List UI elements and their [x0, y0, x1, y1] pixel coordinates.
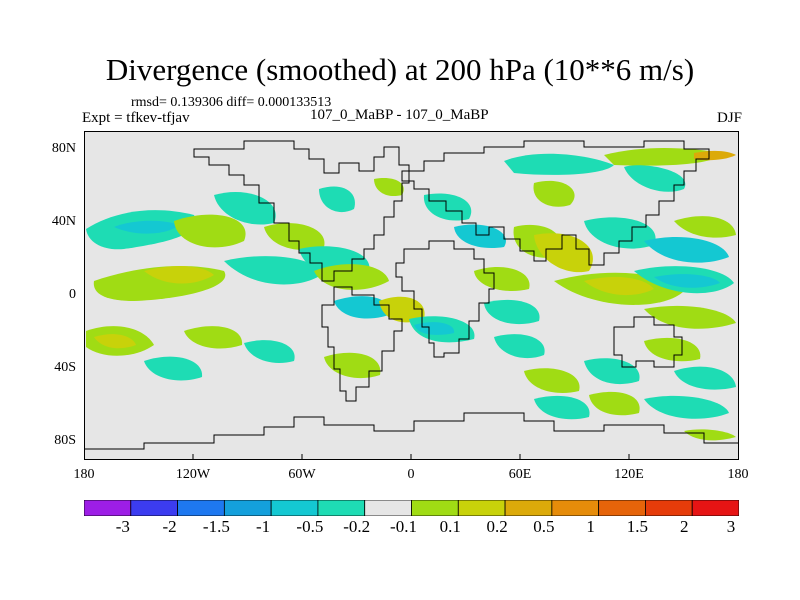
contour-blob [589, 391, 640, 416]
colorbar-swatch [270, 500, 319, 516]
contour-blob [494, 334, 545, 359]
africa-outline [395, 240, 495, 358]
contour-blob [94, 334, 136, 349]
contour-blob [484, 299, 540, 325]
lon-label-180e: 180 [727, 467, 749, 482]
contour-blob [379, 296, 425, 323]
contour-blob [674, 216, 736, 238]
colorbar-swatch [177, 500, 225, 516]
contour-blob [184, 326, 243, 349]
lon-label-60e: 60E [508, 467, 532, 482]
contour-blob [584, 276, 654, 296]
season-label: DJF [716, 110, 742, 126]
lat-label-80n: 80N [51, 141, 76, 156]
contour-blob [319, 186, 355, 213]
contour-blob [504, 153, 614, 175]
contour-blob [584, 217, 656, 249]
contour-blob [174, 214, 246, 248]
lon-label-60w: 60W [288, 467, 316, 482]
contour-blob [423, 193, 472, 221]
colorbar-swatch [598, 500, 646, 516]
colorbar-swatch [317, 500, 366, 516]
contour-blob [533, 180, 575, 207]
colorbar-swatch [411, 500, 459, 516]
contour-blob [644, 395, 729, 419]
contour-blob [244, 340, 295, 363]
experiment-label: Expt = tfkev-tfjav [82, 110, 190, 126]
colorbar-label: 2 [679, 517, 689, 536]
contour-blob [314, 264, 389, 290]
contour-blob [144, 356, 203, 381]
colorbar-label: -1.5 [202, 517, 230, 536]
colorbar-label: 0.2 [486, 517, 508, 536]
stats-line: rmsd= 0.139306 diff= 0.000133513 [131, 95, 332, 110]
north-america-outline [193, 140, 410, 282]
lat-label-80s: 80S [54, 433, 76, 448]
colorbar-swatch [364, 500, 412, 516]
colorbar-label: -3 [115, 517, 130, 536]
antarctica-outline [84, 412, 739, 450]
contour-blob [534, 233, 593, 273]
colorbar [84, 500, 739, 516]
lon-label-120e: 120E [614, 467, 644, 482]
plot-title: Divergence (smoothed) at 200 hPa (10**6 … [105, 52, 695, 87]
lon-label-120w: 120W [175, 467, 211, 482]
contour-blob [644, 236, 729, 263]
axis-ticks [192, 454, 630, 460]
contour-blob [224, 256, 324, 285]
eurasia-outline [401, 140, 710, 266]
contour-blob [534, 395, 590, 420]
colorbar-swatch [457, 500, 506, 516]
colorbar-label: 0.5 [533, 517, 555, 536]
contour-blob [324, 352, 381, 379]
contour-blob [214, 191, 276, 225]
lon-label-180w: 180 [73, 467, 95, 482]
contour-blob [644, 305, 736, 329]
contour-blob [654, 274, 720, 288]
colorbar-label: -0.5 [296, 517, 324, 536]
contour-blob [684, 429, 736, 441]
colorbar-label: -2 [162, 517, 177, 536]
contour-blob [114, 220, 179, 234]
contour-blob [414, 322, 455, 335]
contour-blob [454, 224, 506, 249]
contour-blob [624, 165, 686, 192]
colorbar-swatch [551, 500, 600, 516]
divergence-contours [86, 148, 736, 441]
contour-blob [674, 366, 736, 390]
lat-label-40s: 40S [54, 360, 76, 375]
contour-blob [584, 358, 640, 385]
lon-label-0: 0 [407, 467, 415, 482]
contour-blob [374, 177, 404, 197]
contour-blob [694, 150, 736, 161]
comparison-label: 107_0_MaBP - 107_0_MaBP [310, 107, 489, 123]
lat-label-eq: 0 [69, 287, 76, 302]
contour-blob [334, 296, 390, 319]
colorbar-label: -0.1 [390, 517, 417, 536]
australia-outline [613, 316, 683, 368]
colorbar-swatch [223, 500, 272, 516]
colorbar-label: 1.5 [626, 517, 649, 536]
contour-blob [264, 223, 325, 251]
contour-blob [604, 148, 724, 166]
contour-blob [144, 266, 214, 284]
south-america-outline [321, 286, 403, 402]
coastlines [84, 140, 739, 450]
colorbar-swatch [645, 500, 693, 516]
divergence-map [84, 131, 739, 460]
colorbar-swatch [504, 500, 553, 516]
colorbar-label: -0.2 [343, 517, 371, 536]
colorbar-label: -1 [256, 517, 271, 536]
colorbar-label: 0.1 [439, 517, 461, 536]
colorbar-swatch [130, 500, 178, 516]
contour-blob [644, 337, 701, 362]
contour-blob [524, 368, 580, 393]
colorbar-label: 1 [586, 517, 595, 536]
colorbar-label: 3 [726, 517, 736, 536]
colorbar-swatch [691, 500, 739, 516]
colorbar-swatch [84, 500, 132, 516]
lat-label-40n: 40N [51, 214, 76, 229]
